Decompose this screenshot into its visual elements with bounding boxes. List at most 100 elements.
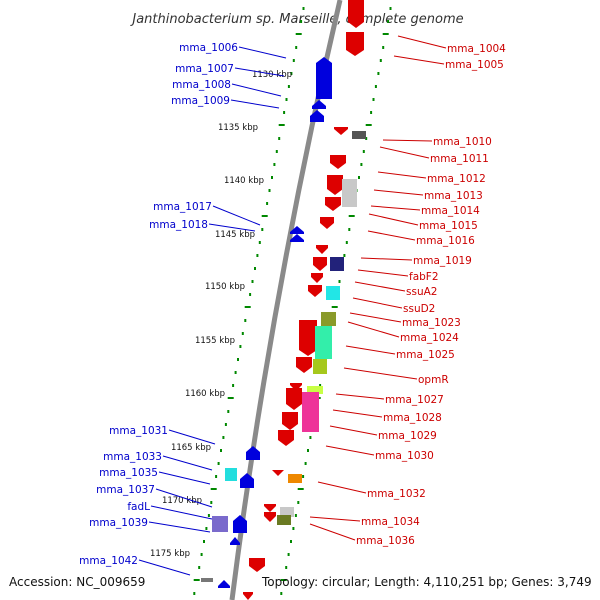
gene-mma-1014[interactable]	[325, 197, 341, 211]
gene-label-right[interactable]: mma_1030	[375, 450, 434, 462]
gene-mma-1036[interactable]	[264, 512, 276, 522]
gene-mma-1018[interactable]	[290, 234, 304, 242]
gene-label-left[interactable]: mma_1008	[172, 79, 231, 91]
feature-box-olive[interactable]	[321, 312, 336, 326]
gene-label-left[interactable]: mma_1017	[153, 201, 212, 213]
gene-label-right[interactable]: mma_1016	[416, 235, 475, 247]
track-tick	[220, 449, 222, 452]
gene-ssuA2[interactable]	[311, 273, 323, 283]
gene-label-right[interactable]: mma_1024	[400, 332, 459, 344]
gene-label-right[interactable]: mma_1019	[413, 255, 472, 267]
gene-label-right[interactable]: mma_1011	[430, 153, 489, 165]
track-tick	[290, 72, 293, 75]
gene-label-right[interactable]: mma_1014	[421, 205, 480, 217]
accession-text: Accession: NC_009659	[9, 575, 145, 589]
gene-mma-1028[interactable]	[282, 412, 298, 430]
feature-box-lime[interactable]	[313, 359, 327, 374]
leader-line	[332, 409, 383, 418]
gene-mma-1004[interactable]	[348, 0, 364, 28]
gene-mma-1006[interactable]	[316, 57, 332, 99]
leader-line	[231, 83, 282, 97]
gene-mma-1017[interactable]	[290, 226, 304, 234]
feature-box-lightgrey[interactable]	[342, 179, 357, 207]
gene-label-left[interactable]: mma_1009	[171, 95, 230, 107]
track-tick	[292, 59, 295, 62]
gene-label-left[interactable]: mma_1033	[103, 451, 162, 463]
gene-mma-1008[interactable]	[312, 100, 326, 109]
gene-mma-1024[interactable]	[299, 320, 317, 356]
feature-box-purple[interactable]	[212, 516, 228, 532]
gene-mma-1034[interactable]	[264, 504, 276, 512]
gene-mma-1042b[interactable]	[249, 558, 265, 572]
gene-label-right[interactable]: ssuA2	[406, 286, 437, 298]
gene-label-right[interactable]: mma_1005	[445, 59, 504, 71]
gene-label-right[interactable]: ssuD2	[403, 303, 435, 315]
gene-mma-1025[interactable]	[296, 357, 312, 373]
gene-label-left[interactable]: mma_1039	[89, 517, 148, 529]
gene-label-left[interactable]: mma_1031	[109, 425, 168, 437]
gene-label-left[interactable]: mma_1037	[96, 484, 155, 496]
gene-label-right[interactable]: mma_1013	[424, 190, 483, 202]
feature-box-navy[interactable]	[330, 257, 344, 271]
gene-label-right[interactable]: mma_1036	[356, 535, 415, 547]
gene-mma-1031[interactable]	[246, 446, 260, 460]
gene-label-right[interactable]: mma_1027	[385, 394, 444, 406]
gene-opmR[interactable]	[290, 383, 302, 391]
gene-ssuD2[interactable]	[308, 285, 322, 297]
gene-label-right[interactable]: mma_1028	[383, 412, 442, 424]
feature-box-olive2[interactable]	[277, 515, 291, 525]
gene-bottom[interactable]	[243, 592, 253, 600]
gene-mma-1009[interactable]	[310, 110, 324, 122]
leader-line	[347, 321, 400, 338]
gene-label-right[interactable]: mma_1029	[378, 430, 437, 442]
gene-mma-1010[interactable]	[334, 127, 348, 135]
gene-label-right[interactable]: mma_1012	[427, 173, 486, 185]
gene-features	[201, 0, 366, 600]
gene-mma-1027[interactable]	[286, 388, 302, 410]
gene-label-left[interactable]: mma_1007	[175, 63, 234, 75]
gene-mma-1005[interactable]	[346, 32, 364, 56]
leader-line	[377, 171, 427, 179]
leader-line	[155, 488, 213, 508]
gene-mma-1030[interactable]	[278, 430, 294, 446]
gene-label-left[interactable]: mma_1006	[179, 42, 238, 54]
gene-label-right[interactable]: mma_1010	[433, 136, 492, 148]
feature-box-green[interactable]	[315, 326, 332, 359]
gene-label-left[interactable]: mma_1018	[149, 219, 208, 231]
leader-line	[373, 189, 424, 196]
feature-box-grey[interactable]	[352, 131, 366, 139]
feature-box-grey2[interactable]	[201, 578, 213, 582]
gene-mma-1042[interactable]	[218, 580, 230, 588]
gene-mma-1032[interactable]	[272, 470, 284, 476]
gene-mma-1019[interactable]	[316, 245, 328, 254]
gene-label-right[interactable]: mma_1023	[402, 317, 461, 329]
gene-label-right[interactable]: fabF2	[409, 271, 439, 283]
gene-label-right[interactable]: mma_1034	[361, 516, 420, 528]
gene-label-right[interactable]: mma_1015	[419, 220, 478, 232]
gene-label-right[interactable]: opmR	[418, 374, 449, 386]
gene-mma-1011[interactable]	[330, 155, 346, 169]
gene-mma-1039[interactable]	[233, 515, 247, 533]
leader-line	[238, 46, 287, 59]
gene-label-right[interactable]: mma_1032	[367, 488, 426, 500]
gene-mma-1012[interactable]	[327, 175, 343, 195]
gene-label-left[interactable]: fadL	[127, 501, 150, 513]
feature-box-cyan2[interactable]	[225, 468, 237, 481]
gene-label-left[interactable]: mma_1042	[79, 555, 138, 567]
track-tick	[227, 410, 230, 413]
gene-label-left[interactable]: mma_1035	[99, 467, 158, 479]
feature-box-magenta[interactable]	[302, 392, 319, 432]
track-tick	[297, 501, 300, 504]
gene-label-right[interactable]: mma_1025	[396, 349, 455, 361]
gene-label-right[interactable]: mma_1004	[447, 43, 506, 55]
feature-box-lightgrey2[interactable]	[280, 507, 294, 517]
gene-mma-1035[interactable]	[240, 473, 254, 488]
track-tick	[244, 306, 251, 308]
feature-box-cyan[interactable]	[326, 286, 340, 300]
gene-fabF2[interactable]	[313, 257, 327, 271]
gene-mma-1016[interactable]	[320, 217, 334, 229]
feature-box-orange[interactable]	[288, 474, 302, 483]
gene-mma-1039b[interactable]	[230, 537, 240, 545]
feature-box-yellowgreen[interactable]	[307, 386, 323, 394]
track-tick	[360, 163, 363, 166]
